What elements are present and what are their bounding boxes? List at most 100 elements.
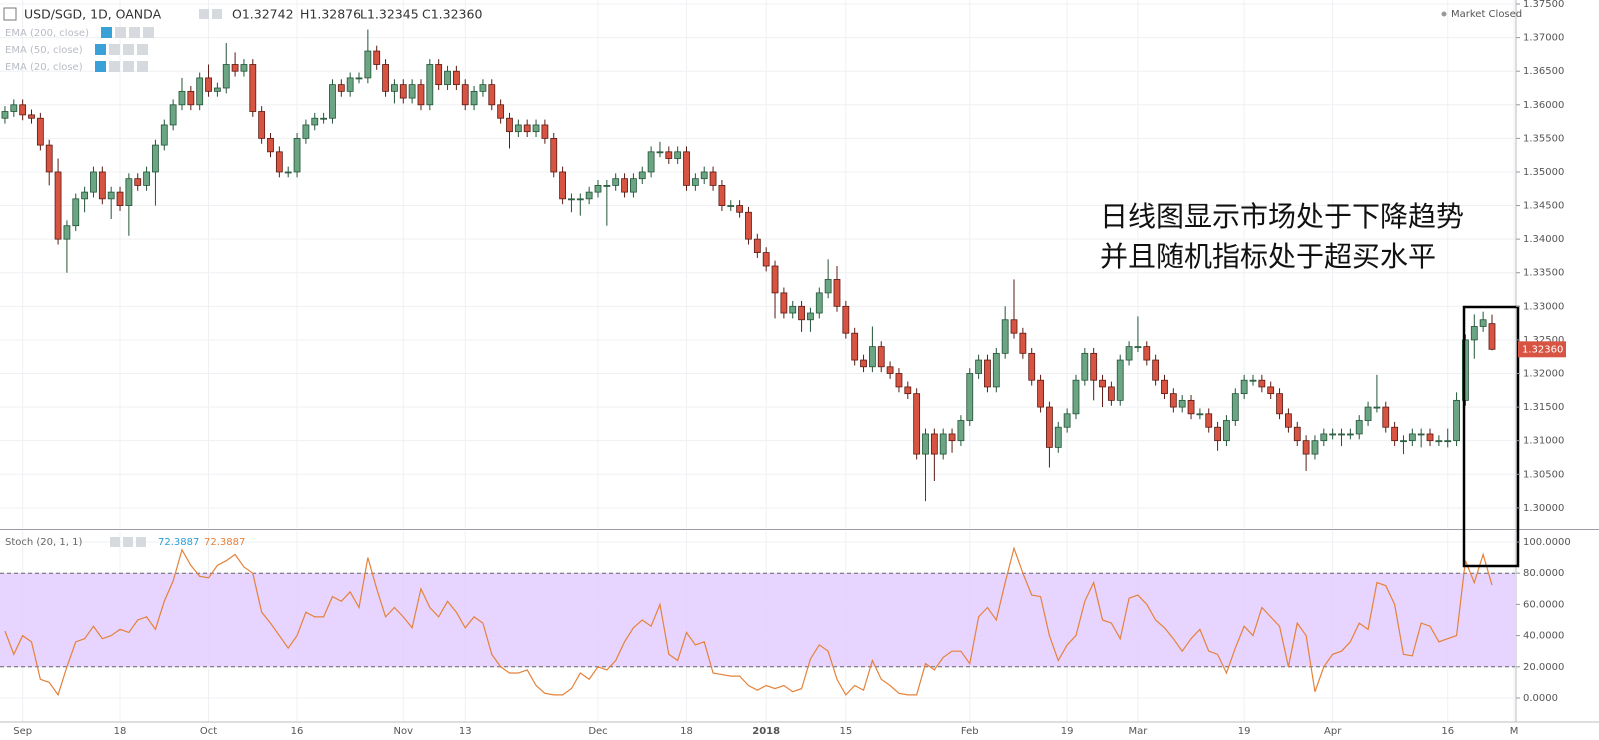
visibility-icon[interactable] [101,27,112,38]
candle-body [1311,440,1319,455]
candle-body [54,171,62,240]
candle-body [1046,406,1053,448]
candle-body [939,433,947,455]
oscillator-icon[interactable] [110,537,120,547]
candle-body [1178,399,1186,408]
candle-body [346,77,354,92]
status-dot [1441,11,1447,17]
candle-body [293,137,301,173]
candle-body [877,346,885,368]
candle-body [1373,406,1381,409]
candle-body [568,198,575,201]
settings-icon[interactable] [109,44,120,55]
plot [0,29,1515,697]
annotation-line: 并且随机指标处于超买水平 [1100,240,1436,273]
candle-body [355,77,363,80]
visibility-icon[interactable] [95,44,106,55]
remove-icon[interactable] [137,61,148,72]
candle-body [612,178,620,186]
candle-body [373,50,381,65]
remove-icon[interactable] [137,44,148,55]
settings-icon[interactable] [109,61,120,72]
y-tick-label: 20.0000 [1523,662,1564,673]
candle-body [72,198,80,227]
candle-body [948,433,956,442]
candle-body [1426,433,1434,442]
candle-body [1037,379,1044,408]
header-icon[interactable] [212,9,222,19]
candle-body [975,359,983,374]
candle-body [798,305,805,321]
add-icon[interactable] [123,44,134,55]
y-tick-label: 1.35000 [1523,167,1564,178]
candle-body [656,151,664,154]
candle-body [789,305,797,314]
settings-icon[interactable] [115,27,126,38]
candle-body [205,77,212,92]
y-tick-label: 100.0000 [1523,537,1571,548]
candle-body [152,144,159,173]
candle-body [762,252,770,267]
y-tick-label: 60.0000 [1523,599,1564,610]
y-tick-label: 40.0000 [1523,631,1564,642]
candle-body [1187,399,1195,415]
candle-body [116,191,124,206]
candle-body [497,104,505,119]
oscillator-icon[interactable] [123,537,133,547]
candle-body [1116,359,1124,401]
candle-body [1285,413,1292,428]
y-tick-label: 1.35500 [1523,133,1564,144]
candle-body [691,178,699,186]
y-tick-label: 1.36000 [1523,100,1564,111]
candle-body [284,171,292,174]
candle-body [718,185,726,206]
symbol-title[interactable]: USD/SGD, 1D, OANDA [24,7,162,22]
oscillator-icon[interactable] [136,537,146,547]
candle-body [1152,359,1160,381]
candle-body [1107,386,1115,401]
candle-body [665,151,673,159]
candle-body [780,292,788,314]
collapse-icon[interactable] [3,7,17,21]
x-tick-label: 13 [459,726,472,737]
candle-body [815,292,823,314]
y-tick-label: 1.34500 [1523,201,1564,212]
candle-body [1161,379,1168,395]
candle-body [435,64,443,86]
candle-body [1346,433,1354,436]
last-price-label: 1.32360 [1522,344,1563,355]
candle-body [1063,413,1071,428]
indicator-label[interactable]: EMA (20, close) [5,62,83,73]
remove-icon[interactable] [143,27,154,38]
indicator-label[interactable]: EMA (200, close) [5,28,89,39]
oscillator-title[interactable]: Stoch (20, 1, 1) [5,537,82,548]
header-icon[interactable] [199,9,209,19]
candle-body [1276,393,1283,415]
candle-body [143,171,150,186]
candle-body [1444,440,1452,443]
candle-body [1267,386,1275,395]
candle-body [745,211,752,240]
x-tick-label: Dec [588,726,607,737]
candle-body [868,346,876,368]
visibility-icon[interactable] [95,61,106,72]
candle-body [532,124,540,133]
candle-body [992,352,1000,388]
add-icon[interactable] [123,61,134,72]
indicator-label[interactable]: EMA (50, close) [5,45,83,56]
y-tick-label: 1.33000 [1523,301,1564,312]
ohlc-open: O1.32742 [232,7,294,22]
candle-body [1099,379,1106,388]
candle-body [1382,406,1390,428]
candle-body [275,151,283,173]
last-price-box [1518,341,1566,358]
add-icon[interactable] [129,27,140,38]
candle-body [904,386,912,395]
annotation-line: 日线图显示市场处于下降趋势 [1100,200,1464,233]
candle-body [160,124,168,146]
candle-body [966,373,974,421]
ohlc-low: L1.32345 [360,7,419,22]
x-tick-label: Apr [1324,726,1342,737]
candle-body [196,77,204,106]
